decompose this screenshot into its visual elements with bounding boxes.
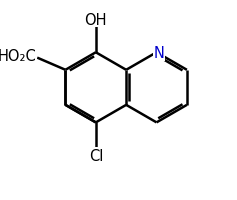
- Text: N: N: [154, 46, 164, 60]
- Text: Cl: Cl: [89, 148, 103, 163]
- Text: HO₂C: HO₂C: [0, 49, 36, 64]
- Text: OH: OH: [85, 13, 107, 28]
